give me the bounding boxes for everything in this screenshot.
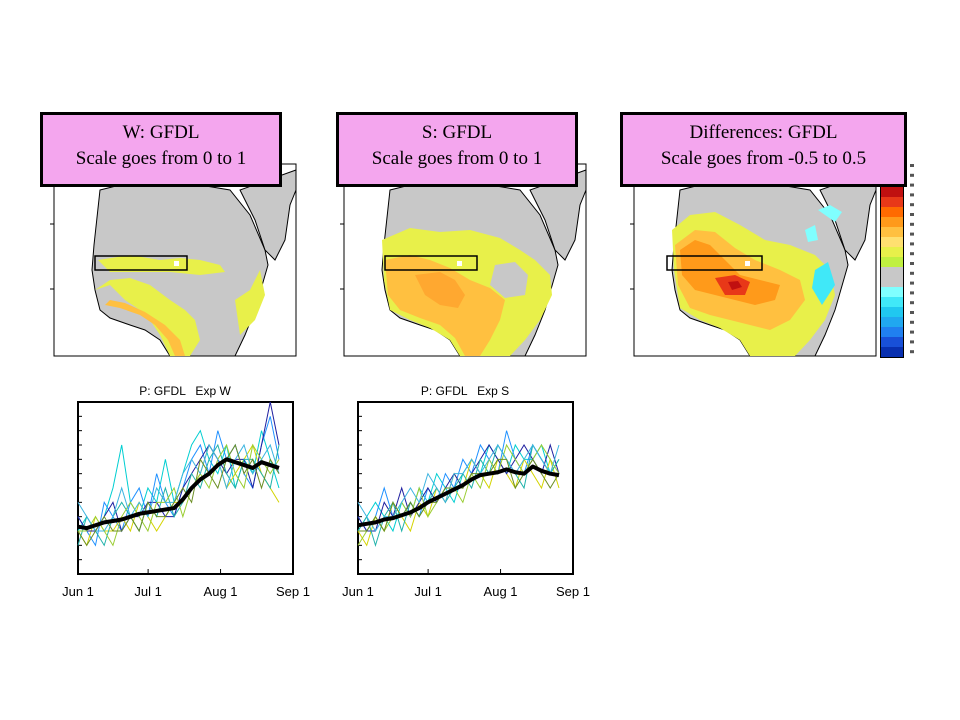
colorbar-tick-label [910,193,914,197]
x-tick-label: Jun 1 [342,584,374,599]
ts-s-title: P: GFDL Exp S [420,384,510,398]
colorbar-swatch [881,187,903,197]
colorbar-swatch [881,337,903,347]
plot-frame [77,401,294,575]
map-s [340,163,587,357]
colorbar-swatch [881,217,903,227]
colorbar-swatch [881,297,903,307]
colorbar-swatch [881,197,903,207]
colorbar-tick-label [910,320,914,324]
colorbar-swatch [881,237,903,247]
ts-panel-s: P: GFDL Exp S Jun 1 Jul 1 Aug 1 Sep 1 [330,384,600,614]
x-tick-label: Sep 1 [276,584,310,599]
colorbar-tick-label [910,330,914,334]
x-tick-label: Jul 1 [134,584,161,599]
map-s-title-line1: S: GFDL [421,122,493,143]
colorbar-swatch [881,277,903,287]
colorbar-tick-label [910,340,914,344]
plot-frame [357,401,574,575]
map-w-title-box: W: GFDL Scale goes from 0 to 1 [40,112,282,187]
colorbar-swatch [881,317,903,327]
colorbar-tick-label [910,232,914,236]
ensemble-member-line [357,443,560,548]
colorbar-swatch [881,327,903,337]
x-tick-label: Jul 1 [414,584,441,599]
colorbar-swatch [881,227,903,237]
ts-w-title: P: GFDL Exp W [139,384,231,398]
colorbar-tick-label [910,350,914,354]
colorbar-tick-label [910,164,914,167]
ts-s-chart: Jun 1 Jul 1 Aug 1 Sep 1 [342,401,590,599]
map-d [630,163,877,357]
colorbar-swatch [881,347,903,357]
map-panel-s: S: GFDL Scale goes from 0 to 1 [336,112,590,360]
map-s-title-line2: Scale goes from 0 to 1 [371,148,543,169]
colorbar-tick-label [910,173,914,177]
colorbar-tick-label [910,183,914,187]
x-tick-label: Sep 1 [556,584,590,599]
colorbar-swatch [881,207,903,217]
x-tick-label: Jun 1 [62,584,94,599]
ensemble-mean-line [77,457,280,531]
map-d-title-line2: Scale goes from -0.5 to 0.5 [660,148,867,169]
colorbar-swatch [881,257,903,267]
map-w-title-line2: Scale goes from 0 to 1 [75,148,247,169]
map-panel-w: W: GFDL Scale goes from 0 to 1 [40,112,300,360]
x-tick-label: Aug 1 [484,584,518,599]
colorbar-tick-label [910,311,914,314]
colorbar-tick-label [910,271,914,275]
colorbar-tick-label [910,291,914,295]
x-tick-label: Aug 1 [204,584,238,599]
colorbar-swatch [881,307,903,317]
colorbar-swatch [881,267,903,277]
map-d-title-box: Differences: GFDL Scale goes from -0.5 t… [620,112,907,187]
ensemble-member-line [77,443,280,532]
colorbar [880,186,904,358]
colorbar-tick-label [910,242,914,246]
colorbar-tick-label [910,301,914,305]
ensemble-mean-line [357,464,560,528]
ts-panel-w: P: GFDL Exp W Jun 1 Jul 1 Aug 1 Sep 1 [50,384,320,614]
colorbar-tick-label [910,213,914,216]
colorbar-tick-label [910,222,914,226]
colorbar-swatch [881,287,903,297]
map-w [50,163,297,357]
map-d-title-line1: Differences: GFDL [689,122,838,143]
ts-w-chart: Jun 1 Jul 1 Aug 1 Sep 1 [62,401,310,599]
map-w-title-line1: W: GFDL [122,122,200,143]
map-s-title-box: S: GFDL Scale goes from 0 to 1 [336,112,578,187]
colorbar-tick-label [910,203,914,207]
colorbar-tick-label [910,252,914,256]
map-panel-d: Differences: GFDL Scale goes from -0.5 t… [620,112,907,360]
colorbar-tick-label [910,262,914,265]
colorbar-swatch [881,247,903,257]
ensemble-member-line [77,443,280,547]
colorbar-tick-label [910,281,914,285]
colorbar-ticks [910,164,914,354]
